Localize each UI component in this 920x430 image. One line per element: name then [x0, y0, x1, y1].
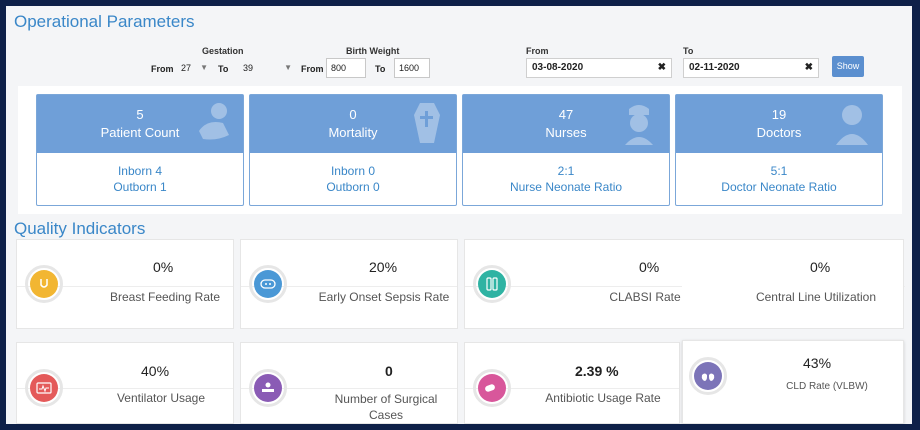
qi-value: 2.39 %: [575, 363, 619, 379]
breast-feeding-icon: [30, 270, 58, 298]
qi-label: Early Onset Sepsis Rate: [318, 290, 450, 304]
qi-card-antibiotic-usage[interactable]: 2.39 % Antibiotic Usage Rate: [464, 342, 680, 424]
stats-section: 5 Patient Count Inborn 4 Outborn 1 0 Mor…: [18, 86, 902, 214]
stat-value: 47: [558, 107, 574, 122]
antibiotic-icon: [478, 374, 506, 402]
stat-detail-2: Outborn 1: [113, 180, 167, 194]
date-to-label: To: [683, 46, 694, 56]
qi-label: Ventilator Usage: [116, 391, 206, 405]
qi-label: Number of Surgical Cases: [334, 392, 438, 422]
stat-label: Doctors: [756, 125, 802, 140]
stat-label: Patient Count: [100, 125, 180, 140]
qi-label: Antibiotic Usage Rate: [545, 391, 661, 405]
weight-from-input[interactable]: 800: [326, 58, 366, 78]
qi-label: CLABSI Rate: [609, 290, 681, 304]
qi-value: 20%: [369, 259, 398, 275]
date-from-field[interactable]: 03-08-2020 ✖: [526, 58, 672, 78]
stat-card-patient-count[interactable]: 5 Patient Count Inborn 4 Outborn 1: [36, 94, 244, 206]
doctor-icon: [836, 105, 868, 145]
stat-label: Nurses: [545, 125, 587, 140]
page-title: Operational Parameters: [14, 12, 195, 31]
qi-card-breast-feeding[interactable]: 0% Breast Feeding Rate: [16, 239, 234, 329]
qi-card-central-line[interactable]: 0% Central Line Utilization: [682, 239, 904, 329]
baby-icon: [199, 103, 229, 140]
stat-detail-2: Doctor Neonate Ratio: [721, 180, 837, 194]
qi-label: CLD Rate (VLBW): [786, 381, 868, 392]
qi-card-early-onset-sepsis[interactable]: 20% Early Onset Sepsis Rate: [240, 239, 458, 329]
weight-to-input[interactable]: 1600: [394, 58, 430, 78]
lungs-icon: [694, 362, 722, 390]
stat-detail-1: 2:1: [557, 164, 575, 178]
show-button[interactable]: Show: [832, 56, 864, 77]
qi-label: Central Line Utilization: [755, 290, 877, 304]
quality-indicators-title: Quality Indicators: [14, 219, 146, 238]
qi-label: Breast Feeding Rate: [109, 290, 221, 304]
date-from-label: From: [526, 46, 549, 56]
birth-weight-label: Birth Weight: [346, 46, 400, 56]
chevron-down-icon: ▼: [284, 63, 292, 72]
chevron-down-icon: ▼: [200, 63, 208, 72]
stat-label: Mortality: [328, 125, 378, 140]
stat-detail-1: 5:1: [770, 164, 788, 178]
stat-value: 0: [349, 107, 357, 122]
gestation-to-label: To: [218, 64, 229, 74]
stat-detail-1: Inborn 0: [330, 164, 376, 178]
stat-value: 5: [136, 107, 144, 122]
stat-value: 19: [771, 107, 787, 122]
ventilator-icon: [30, 374, 58, 402]
qi-card-ventilator[interactable]: 40% Ventilator Usage: [16, 342, 234, 424]
coffin-icon: [414, 103, 440, 143]
gestation-to-select[interactable]: 39 ▼: [240, 58, 294, 78]
qi-value: 0%: [153, 259, 174, 275]
date-to-field[interactable]: 02-11-2020 ✖: [683, 58, 819, 78]
stat-detail-2: Nurse Neonate Ratio: [509, 180, 623, 194]
qi-value: 0: [385, 363, 393, 379]
weight-from-label: From: [301, 64, 324, 74]
stat-detail-2: Outborn 0: [326, 180, 380, 194]
gestation-label: Gestation: [202, 46, 244, 56]
gestation-from-label: From: [151, 64, 174, 74]
qi-value: 40%: [141, 363, 170, 379]
stat-detail-1: Inborn 4: [117, 164, 163, 178]
qi-card-cld-rate[interactable]: 43% CLD Rate (VLBW): [682, 340, 904, 424]
dashboard-panel: Operational Parameters Gestation Birth W…: [6, 6, 912, 424]
sepsis-icon: [254, 270, 282, 298]
qi-value: 43%: [803, 355, 832, 371]
nurse-icon: [625, 105, 653, 145]
gestation-from-select[interactable]: 27 ▼: [178, 58, 210, 78]
stat-card-mortality[interactable]: 0 Mortality Inborn 0 Outborn 0: [249, 94, 457, 206]
qi-card-clabsi[interactable]: 0% CLABSI Rate: [464, 239, 905, 329]
clear-icon[interactable]: ✖: [657, 62, 666, 73]
qi-value: 0%: [810, 259, 831, 275]
qi-value: 0%: [639, 259, 660, 275]
surgery-icon: [254, 374, 282, 402]
clabsi-icon: [478, 270, 506, 298]
clear-icon[interactable]: ✖: [804, 62, 813, 73]
stat-card-nurses[interactable]: 47 Nurses 2:1 Nurse Neonate Ratio: [462, 94, 670, 206]
qi-card-surgical-cases[interactable]: 0 Number of Surgical Cases: [240, 342, 458, 424]
weight-to-label: To: [375, 64, 386, 74]
stat-card-doctors[interactable]: 19 Doctors 5:1 Doctor Neonate Ratio: [675, 94, 883, 206]
